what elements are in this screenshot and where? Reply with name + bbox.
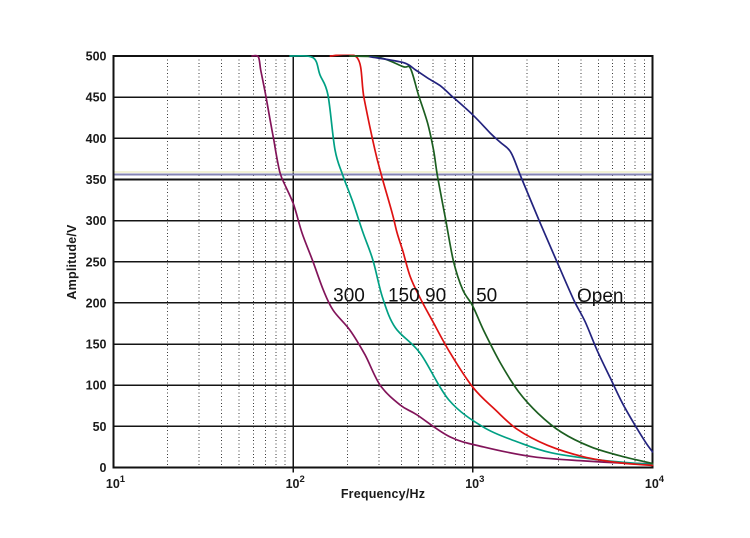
y-tick-label: 500 [86,50,107,64]
x-axis-label: Frequency/Hz [340,487,426,501]
y-tick-label: 450 [86,91,107,105]
curve-label-Open: Open [577,286,623,307]
y-tick-label: 300 [86,214,107,228]
x-tick-label: 103 [465,474,484,491]
curve-300 [251,54,654,465]
curve-label-50: 50 [476,285,497,306]
y-tick-label: 200 [86,296,107,310]
y-tick-label: 0 [100,461,107,475]
y-tick-label: 250 [86,255,107,269]
y-tick-label: 350 [86,173,107,187]
curve-Open [369,55,654,453]
curve-50 [349,55,654,465]
y-axis-label: Amplitude/V [65,224,79,300]
curve-label-150: 150 [388,285,420,306]
x-tick-label: 101 [106,474,126,491]
x-tick-label: 102 [286,474,305,491]
y-tick-label: 100 [86,379,107,393]
y-tick-label: 400 [86,132,107,146]
curve-150 [289,54,654,466]
y-tick-label: 50 [93,420,107,434]
curve-label-90: 90 [425,285,446,306]
y-tick-label: 150 [86,338,107,352]
curve-label-300: 300 [333,285,365,306]
x-tick-label: 104 [645,474,665,491]
curve-90 [329,54,654,467]
plot-border [112,54,654,469]
